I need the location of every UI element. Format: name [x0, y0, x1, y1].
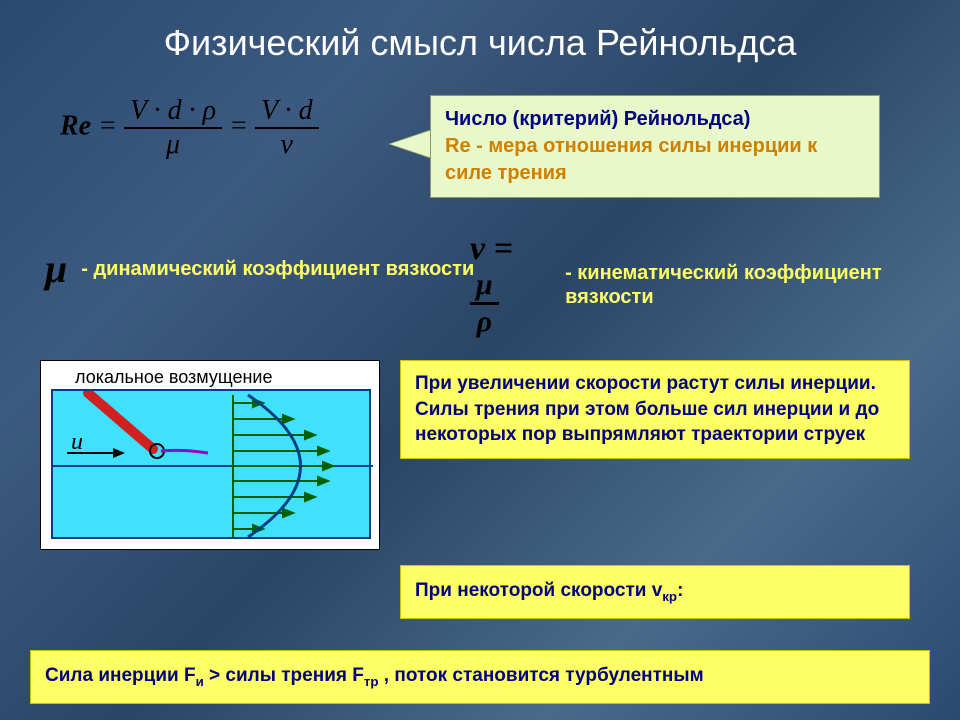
- nu-lhs: ν: [470, 230, 485, 267]
- fraction-1: V · d · ρ μ: [124, 95, 222, 161]
- frac2-den: ν: [255, 129, 319, 161]
- explanation-box-1: При увеличении скорости растут силы инер…: [400, 360, 910, 459]
- box2-suffix: :: [677, 580, 683, 601]
- box3-p3: , поток становится турбулентным: [379, 665, 704, 686]
- reynolds-definition-callout: Число (критерий) Рейнольдса) Re - мера о…: [430, 95, 880, 198]
- frac2-num: V · d: [255, 95, 319, 129]
- box2-prefix: При некоторой скорости v: [415, 580, 662, 601]
- box3-s1: и: [196, 674, 204, 689]
- equals-2: =: [229, 110, 255, 141]
- diagram-canvas: u: [51, 389, 371, 539]
- fraction-2: V · d ν: [255, 95, 319, 161]
- box3-s2: тр: [364, 674, 379, 689]
- nu-formula: ν = μ ρ: [470, 230, 547, 339]
- mu-text: - динамический коэффициент вязкости: [81, 257, 474, 281]
- frac1-num: V · d · ρ: [124, 95, 222, 129]
- box3-p1: Сила инерции F: [45, 665, 196, 686]
- nu-equals: =: [494, 230, 513, 267]
- callout-line2: Re - мера отношения силы инерции к силе …: [445, 133, 865, 187]
- u-label-text: u: [71, 429, 83, 455]
- box3-p2: > силы трения F: [204, 665, 364, 686]
- flow-svg: u: [53, 391, 373, 541]
- flow-diagram: локальное возмущение u: [40, 360, 380, 550]
- diagram-label: локальное возмущение: [75, 367, 272, 388]
- frac1-den: μ: [124, 129, 222, 161]
- nu-den: ρ: [470, 305, 499, 339]
- equals-1: =: [98, 110, 124, 141]
- callout-pointer: [390, 130, 432, 158]
- mu-definition: μ - динамический коэффициент вязкости: [45, 245, 474, 292]
- critical-velocity-box: При некоторой скорости vкр:: [400, 565, 910, 619]
- mu-symbol: μ: [45, 245, 67, 292]
- box2-sub: кр: [662, 589, 677, 604]
- nu-text: - кинематический коэффициент вязкости: [565, 261, 960, 309]
- turbulence-condition-box: Сила инерции Fи > силы трения Fтр , пото…: [30, 650, 930, 704]
- reynolds-formula: Re = V · d · ρ μ = V · d ν: [60, 95, 319, 161]
- callout-line1: Число (критерий) Рейнольдса): [445, 106, 865, 133]
- re-lhs: Re: [60, 110, 91, 141]
- page-title: Физический смысл числа Рейнольдса: [0, 0, 960, 74]
- nu-num: μ: [470, 268, 499, 305]
- nu-definition: ν = μ ρ - кинематический коэффициент вяз…: [470, 230, 960, 339]
